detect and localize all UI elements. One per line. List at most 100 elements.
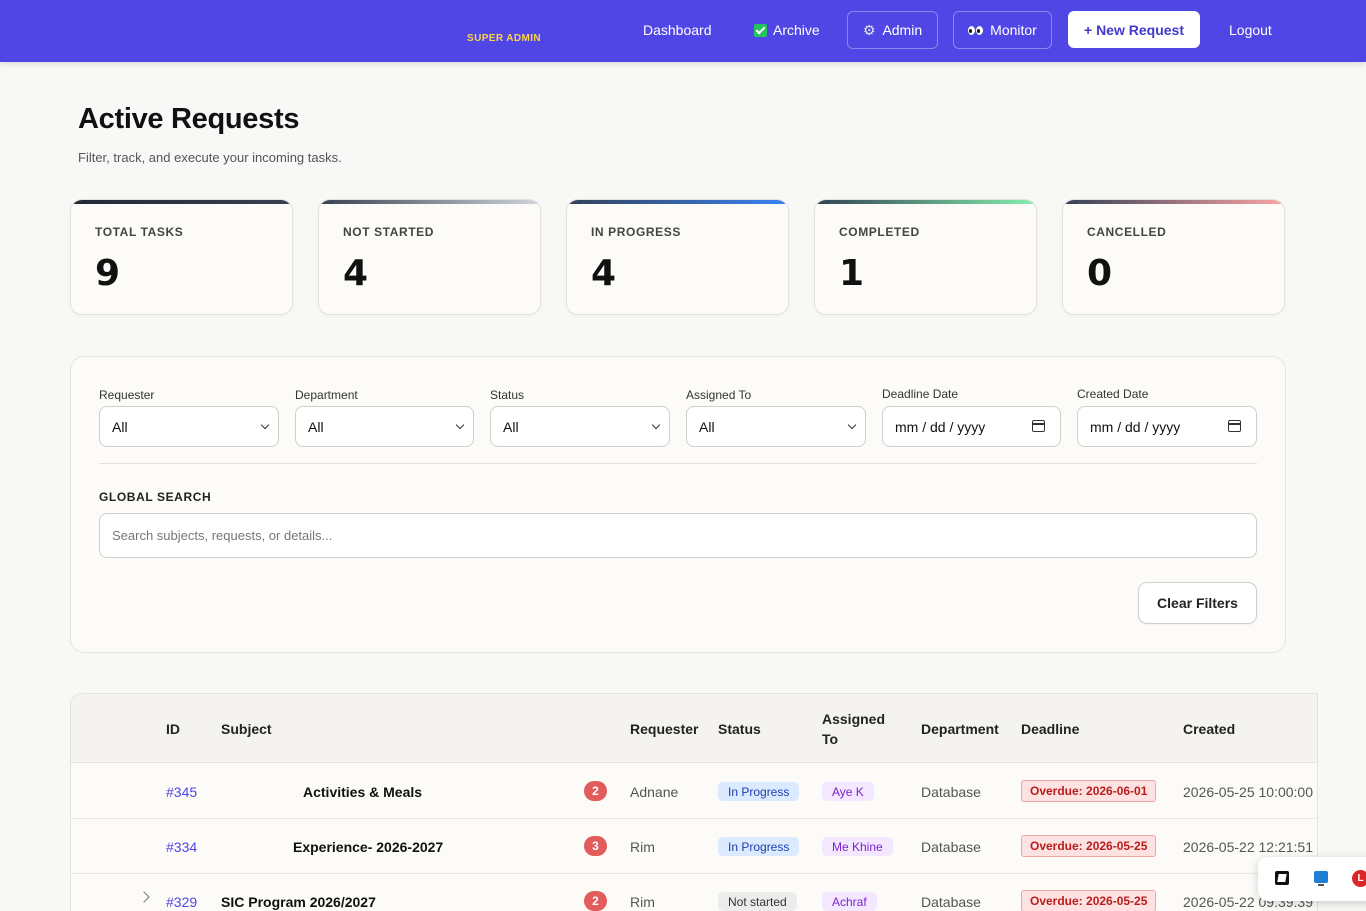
request-subject[interactable]: Experience- 2026-2027 — [293, 839, 444, 855]
nav-dashboard-label: Dashboard — [643, 22, 712, 38]
department-select[interactable]: All — [295, 406, 474, 447]
package-icon[interactable] — [1275, 871, 1289, 885]
status-filter-label: Status — [490, 388, 525, 402]
col-header-requester[interactable]: Requester — [630, 721, 699, 737]
stat-card-cancelled: CANCELLED 0 — [1062, 199, 1285, 315]
chevron-down-icon — [455, 420, 465, 430]
eyes-icon — [968, 25, 984, 35]
logout-label: Logout — [1229, 22, 1272, 38]
created-date-value: mm / dd / yyyy — [1090, 418, 1181, 435]
created-timestamp: 2026-05-25 10:00:00 — [1183, 784, 1313, 800]
nav-admin-button[interactable]: ⚙ Admin — [847, 11, 938, 49]
comment-count-badge: 2 — [584, 891, 607, 911]
stat-value: 4 — [343, 253, 369, 294]
requester-name: Rim — [630, 894, 655, 910]
requests-table: ID Subject Requester Status Assigned To … — [70, 693, 1318, 911]
assignee-badge: Aye K — [822, 782, 874, 801]
deadline-overdue-badge: Overdue: 2026-05-25 — [1021, 835, 1157, 857]
col-header-assigned[interactable]: Assigned To — [822, 711, 886, 747]
created-timestamp: 2026-05-22 12:21:51 — [1183, 839, 1313, 855]
created-filter-label: Created Date — [1077, 387, 1149, 401]
page-title: Active Requests — [78, 103, 300, 135]
page-subtitle: Filter, track, and execute your incoming… — [78, 150, 342, 165]
department-filter-label: Department — [295, 388, 358, 402]
nav-archive-link[interactable]: Archive — [754, 22, 820, 38]
table-header: ID Subject Requester Status Assigned To … — [71, 694, 1317, 763]
request-subject[interactable]: Activities & Meals — [303, 784, 423, 800]
stat-card-not-started: NOT STARTED 4 — [318, 199, 541, 315]
stat-value: 0 — [1087, 253, 1113, 294]
global-search-input[interactable] — [99, 513, 1257, 558]
top-navbar: SUPER ADMIN Dashboard Archive ⚙ Admin Mo… — [0, 0, 1366, 62]
stat-card-total: TOTAL TASKS 9 — [70, 199, 293, 315]
stat-label: TOTAL TASKS — [95, 225, 184, 239]
status-select-value: All — [503, 418, 519, 435]
new-request-button[interactable]: + New Request — [1068, 11, 1200, 48]
table-row[interactable]: #329 SIC Program 2026/2027 2 Rim Not sta… — [71, 874, 1317, 911]
stat-accent-bar — [319, 200, 540, 204]
status-badge: In Progress — [718, 837, 800, 856]
logout-link[interactable]: Logout — [1229, 22, 1272, 38]
request-id-link[interactable]: #329 — [166, 894, 198, 910]
assigned-select[interactable]: All — [686, 406, 866, 447]
requester-filter-label: Requester — [99, 388, 155, 402]
comment-count-badge: 3 — [584, 836, 607, 856]
calendar-icon[interactable] — [1032, 420, 1045, 432]
role-badge: SUPER ADMIN — [467, 33, 542, 44]
clear-filters-button[interactable]: Clear Filters — [1138, 582, 1257, 624]
stat-value: 1 — [839, 253, 865, 294]
nav-admin-label: Admin — [882, 22, 923, 38]
col-header-id[interactable]: ID — [166, 721, 180, 737]
request-id-link[interactable]: #334 — [166, 839, 198, 855]
stat-accent-bar — [1063, 200, 1284, 204]
stat-label: CANCELLED — [1087, 225, 1167, 239]
table-row[interactable]: #334 Experience- 2026-2027 3 Rim In Prog… — [71, 819, 1317, 874]
request-id-link[interactable]: #345 — [166, 784, 198, 800]
stat-label: IN PROGRESS — [591, 225, 681, 239]
deadline-date-input[interactable]: mm / dd / yyyy — [882, 406, 1061, 447]
chevron-down-icon — [260, 420, 270, 430]
chevron-down-icon — [847, 420, 857, 430]
status-badge: In Progress — [718, 782, 800, 801]
status-badge: Not started — [718, 892, 797, 911]
nav-archive-label: Archive — [773, 22, 820, 38]
assigned-select-value: All — [699, 418, 715, 435]
assigned-filter-label: Assigned To — [686, 388, 752, 402]
deadline-filter-label: Deadline Date — [882, 387, 959, 401]
stat-value: 4 — [591, 253, 617, 294]
nav-monitor-label: Monitor — [990, 22, 1037, 38]
calendar-icon[interactable] — [1228, 420, 1241, 432]
deadline-date-value: mm / dd / yyyy — [895, 418, 986, 435]
stat-label: NOT STARTED — [343, 225, 435, 239]
request-subject[interactable]: SIC Program 2026/2027 — [221, 894, 376, 910]
filter-panel — [70, 356, 1286, 653]
gear-icon: ⚙ — [862, 22, 876, 38]
nav-monitor-button[interactable]: Monitor — [953, 11, 1052, 49]
monitor-icon[interactable] — [1314, 871, 1328, 886]
col-header-status[interactable]: Status — [718, 721, 761, 737]
col-header-deadline[interactable]: Deadline — [1021, 721, 1080, 737]
extension-badge[interactable]: L — [1352, 870, 1366, 887]
col-header-department[interactable]: Department — [921, 721, 999, 737]
chevron-right-icon[interactable] — [138, 891, 150, 903]
requester-select[interactable]: All — [99, 406, 279, 447]
col-header-created[interactable]: Created — [1183, 721, 1236, 737]
requester-name: Rim — [630, 839, 655, 855]
table-row[interactable]: #345 Activities & Meals 2 Adnane In Prog… — [71, 764, 1317, 819]
department-name: Database — [921, 839, 981, 855]
department-select-value: All — [308, 418, 324, 435]
created-date-input[interactable]: mm / dd / yyyy — [1077, 406, 1257, 447]
status-select[interactable]: All — [490, 406, 670, 447]
stat-accent-bar — [815, 200, 1036, 204]
chevron-down-icon — [651, 420, 661, 430]
checkmark-icon — [754, 23, 767, 37]
assignee-badge: Achraf — [822, 892, 877, 911]
floating-extension-tray: L — [1258, 857, 1366, 901]
stat-value: 9 — [95, 253, 121, 294]
nav-dashboard-link[interactable]: Dashboard — [643, 22, 712, 38]
department-name: Database — [921, 894, 981, 910]
col-header-subject[interactable]: Subject — [221, 721, 272, 737]
deadline-overdue-badge: Overdue: 2026-06-01 — [1021, 780, 1157, 802]
department-name: Database — [921, 784, 981, 800]
stat-label: COMPLETED — [839, 225, 920, 239]
